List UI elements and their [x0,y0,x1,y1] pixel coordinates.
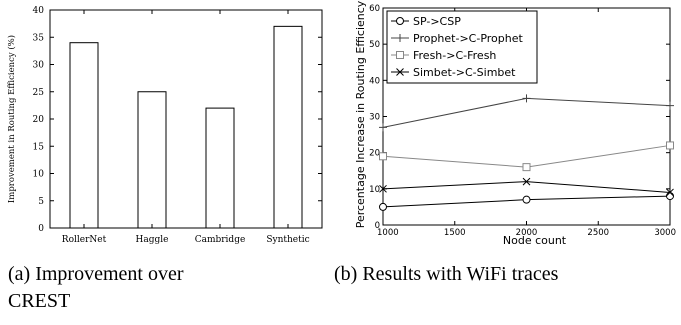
x-tick-label: 2500 [587,228,609,238]
y-tick-label: 0 [38,224,44,234]
y-tick-label: 60 [369,4,380,14]
x-tick-label: 3000 [654,228,676,238]
legend-marker [396,68,404,76]
y-tick-label: 5 [38,197,44,207]
legend-marker [396,17,404,25]
y-tick-label: 25 [33,88,45,98]
data-point [522,195,531,204]
legend-label: SP->CSP [413,15,461,28]
data-point [666,192,674,201]
data-point [522,94,531,103]
y-tick-label: 15 [33,142,45,152]
bar-haggle [137,91,167,229]
data-point [666,101,674,110]
caption-b: (b) Results with WiFi traces [334,263,559,285]
x-axis-label: Node count [503,234,567,247]
data-point [379,123,387,132]
data-point [666,188,674,197]
series-line [382,181,671,193]
y-tick-label: 20 [33,115,45,125]
data-point [379,202,387,211]
x-tick-label-synthetic: Synthetic [266,235,309,245]
y-tick-label: 20 [369,149,380,159]
legend-marker [396,51,404,59]
line-chart-wifi-results: 0 10 20 30 40 50 60 1000 1500 2000 2500 3000 Node co… [354,0,676,247]
bar-synthetic [273,25,303,229]
caption-a-line1: (a) Improvement over [8,263,184,285]
legend-item-simbet-c-simbet: Simbet->C-Simbet [391,66,516,79]
caption-a-line2: CREST [8,290,71,312]
bar-rollernet [69,42,99,229]
legend-item-prophet-c-prophet: Prophet->C-Prophet [391,32,523,45]
series-line [382,97,671,128]
legend: SP->CSP Prophet->C-Prophet Fresh->C-Fresh S… [386,10,538,84]
bar-cambridge [205,107,235,229]
y-tick-label: 10 [33,170,45,180]
x-tick-label: 1000 [377,228,399,238]
y-tick-label: 50 [369,40,380,50]
series-prophet-c-prophet [379,94,674,132]
legend-item-fresh-c-fresh: Fresh->C-Fresh [391,49,496,62]
legend-label: Fresh->C-Fresh [413,49,496,62]
data-point [522,163,531,172]
data-point [379,184,387,193]
series-simbet-c-simbet [379,177,674,197]
y-axis-label: Percentage Increase in Routing Efficienc… [354,0,367,228]
x-tick-label-rollernet: RollerNet [62,235,107,245]
y-tick-label: 10 [369,185,380,195]
y-axis-label: Improvement in Routing Efficiency (%) [6,35,17,203]
legend-marker [396,34,404,42]
y-tick-label: 35 [33,33,45,43]
y-tick-label: 40 [33,6,45,16]
legend-item-sp-csp: SP->CSP [391,15,461,28]
legend-label: Simbet->C-Simbet [413,66,516,79]
series-sp-csp [379,192,674,211]
data-point [379,152,387,161]
y-tick-label: 30 [33,61,45,71]
y-tick-label: 0 [375,221,380,231]
x-tick-label: 1500 [444,228,466,238]
legend-box [386,10,538,84]
legend-label: Prophet->C-Prophet [413,32,523,45]
x-tick-label: 2000 [516,228,538,238]
series-fresh-c-fresh [379,141,674,172]
data-point [522,177,531,186]
data-point [666,141,674,150]
x-tick-label-haggle: Haggle [136,235,169,245]
y-tick-label: 40 [369,76,380,86]
x-tick-label-cambridge: Cambridge [195,235,246,245]
bar-chart-improvement-over-crest: 0 5 10 15 20 25 30 35 40 RollerNet Haggle Cambridge… [6,6,323,245]
y-tick-label: 30 [369,113,380,123]
